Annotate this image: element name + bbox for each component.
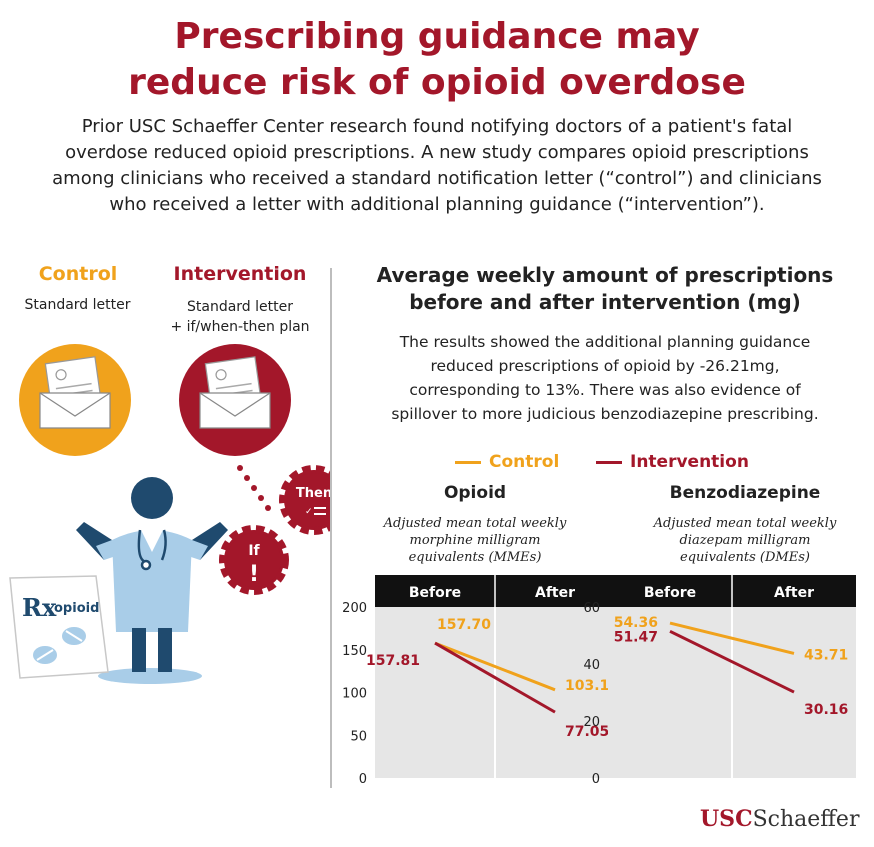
benzodiazepine-series-line-control xyxy=(669,621,795,655)
benzodiazepine-panel-title: Benzodiazepine xyxy=(669,483,821,503)
svg-text:!: ! xyxy=(249,562,259,587)
benzodiazepine-category-label: After xyxy=(774,585,814,601)
gear-icon: Then ✓ xyxy=(279,465,330,535)
doctor-icon xyxy=(76,477,228,684)
opioid-y-tick-label: 0 xyxy=(359,772,367,787)
legend-item-control: Control xyxy=(455,451,559,473)
benzodiazepine-y-tick-label: 20 xyxy=(583,715,600,730)
illustration: Then ✓ If ! Rx opioid xyxy=(9,344,330,684)
benzodiazepine-y-tick-label: 0 xyxy=(592,772,600,787)
if-label: If xyxy=(248,543,260,559)
results-line: corresponding to 13%. There was also evi… xyxy=(409,381,801,399)
gear-icon: If ! xyxy=(219,525,289,595)
benzodiazepine-data-label: 30.16 xyxy=(804,702,848,718)
results-line: spillover to more judicious benzodiazepi… xyxy=(391,405,819,423)
opioid-series-line-intervention xyxy=(434,641,556,714)
rx-symbol: Rx xyxy=(22,593,57,622)
opioid-y-tick-label: 50 xyxy=(350,729,367,744)
panel-subtitle-line: morphine milligram xyxy=(409,533,541,548)
title-line-2: reduce risk of opioid overdose xyxy=(128,62,746,103)
opioid-panel-title: Opioid xyxy=(443,483,507,503)
rx-label: opioid xyxy=(54,601,99,616)
then-label: Then xyxy=(296,486,330,501)
intro-text: Prior USC Schaeffer Center research foun… xyxy=(20,114,854,218)
benzodiazepine-data-label: 51.47 xyxy=(614,629,658,645)
legend-item-intervention: Intervention xyxy=(596,451,749,473)
svg-text:✓: ✓ xyxy=(305,507,313,517)
intervention-group-description: Standard letter + if/when-then plan xyxy=(150,297,330,337)
stethoscope-icon xyxy=(137,529,167,571)
opioid-data-label: 103.16 xyxy=(565,678,619,694)
panel-subtitle-line: Adjusted mean total weekly xyxy=(653,516,837,531)
opioid-y-tick-label: 150 xyxy=(342,644,367,659)
control-group-description: Standard letter xyxy=(24,297,131,313)
page-title: Prescribing guidance may reduce risk of … xyxy=(0,14,874,106)
chart-heading-line: Average weekly amount of prescriptions xyxy=(376,263,834,287)
section-divider xyxy=(330,268,332,788)
opioid-category-label: After xyxy=(535,585,575,601)
envelope-letter-icon xyxy=(19,344,131,456)
logo-usc: USC xyxy=(700,806,753,832)
title-line-1: Prescribing guidance may xyxy=(174,16,700,57)
chart-heading-line: before and after intervention (mg) xyxy=(409,290,801,314)
charts-area: Before After050100150200157.70103.16157.8… xyxy=(342,575,856,787)
legend-swatch-control xyxy=(455,460,481,464)
panel-subtitle-line: equivalents (DMEs) xyxy=(680,550,810,565)
benzodiazepine-data-label: 54.36 xyxy=(614,615,658,631)
opioid-series-line-control xyxy=(434,641,556,692)
results-line: reduced prescriptions of opioid by -26.2… xyxy=(430,357,780,375)
intro-line: overdose reduced opioid prescriptions. A… xyxy=(65,142,809,163)
intro-line: Prior USC Schaeffer Center research foun… xyxy=(81,116,793,137)
logo-schaeffer: Schaeffer xyxy=(752,807,860,832)
prescription-pad-icon: Rx opioid xyxy=(9,575,109,679)
opioid-y-tick-label: 200 xyxy=(342,601,367,616)
benzodiazepine-y-tick-label: 60 xyxy=(583,601,600,616)
pill-icon xyxy=(33,627,86,664)
intervention-group-title: Intervention xyxy=(173,263,307,285)
intro-line: among clinicians who received a standard… xyxy=(52,168,822,189)
opioid-y-tick-label: 100 xyxy=(342,687,367,702)
intervention-description-line: + if/when-then plan xyxy=(170,319,310,335)
opioid-data-label: 77.05 xyxy=(565,724,609,740)
usc-schaeffer-logo: USCSchaeffer xyxy=(700,806,859,832)
opioid-panel-subtitle: Adjusted mean total weekly morphine mill… xyxy=(355,515,595,566)
legend-label-control: Control xyxy=(489,452,560,472)
panel-subtitle-line: Adjusted mean total weekly xyxy=(383,516,567,531)
envelope-letter-icon xyxy=(179,344,291,456)
control-group-title: Control xyxy=(38,263,118,285)
benzodiazepine-data-label: 43.71 xyxy=(804,647,848,663)
results-line: The results showed the additional planni… xyxy=(399,333,811,351)
opioid-category-label: Before xyxy=(409,585,461,601)
benzodiazepine-series-line-intervention xyxy=(669,629,795,694)
benzodiazepine-category-label: Before xyxy=(644,585,696,601)
opioid-data-label: 157.81 xyxy=(366,653,420,669)
connector-dots xyxy=(237,465,271,511)
panel-subtitle-line: diazepam milligram xyxy=(679,533,811,548)
panel-subtitle-line: equivalents (MMEs) xyxy=(408,550,542,565)
results-text: The results showed the additional planni… xyxy=(340,330,870,426)
benzodiazepine-y-tick-label: 40 xyxy=(583,658,600,673)
intervention-description-line: Standard letter xyxy=(187,299,293,315)
legend-label-intervention: Intervention xyxy=(630,452,749,472)
legend-swatch-intervention xyxy=(596,460,622,464)
intro-line: who received a letter with additional pl… xyxy=(109,194,765,215)
benzodiazepine-panel-subtitle: Adjusted mean total weekly diazepam mill… xyxy=(620,515,870,566)
opioid-data-label: 157.70 xyxy=(437,617,491,633)
chart-section-heading: Average weekly amount of prescriptions b… xyxy=(340,262,870,316)
